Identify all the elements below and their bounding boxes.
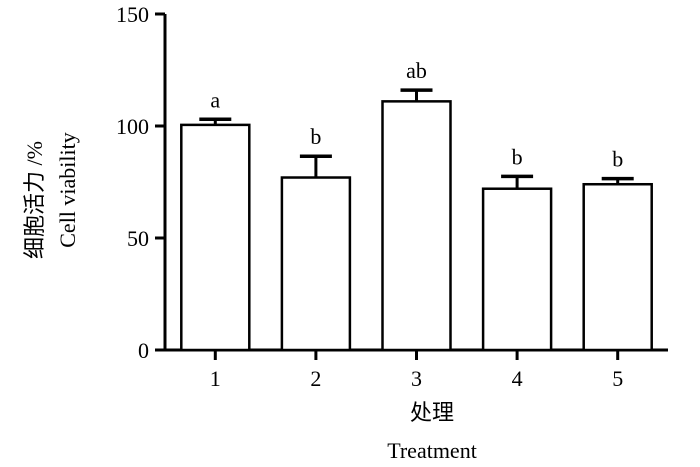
bar [481,187,553,352]
x-tick-label: 3 [411,366,422,391]
bar [582,182,653,352]
x-axis-title-cn: 处理 [410,400,454,425]
ticks: 0 50 100 150 1 2 3 4 5 [116,2,623,391]
significance-label: ab [406,58,427,83]
y-tick-label: 50 [127,226,149,251]
y-tick-label: 0 [138,338,149,363]
bar [280,176,352,352]
y-tick-label: 150 [116,2,149,27]
significance-label: b [612,147,623,172]
bar [381,100,452,352]
bars [180,100,653,352]
y-tick-label: 100 [116,114,149,139]
x-tick-label: 4 [512,366,523,391]
significance-label: b [512,144,523,169]
x-axis-title-en: Treatment [387,438,477,463]
bar [180,123,251,352]
x-tick-label: 2 [310,366,321,391]
y-axis-title-en: Cell viability [55,132,80,248]
significance-label: b [310,124,321,149]
significance-label: a [210,87,220,112]
y-axis-title-cn: 细胞活力 /% [22,141,47,259]
x-tick-label: 5 [612,366,623,391]
error-bars [199,88,634,189]
x-tick-label: 1 [210,366,221,391]
